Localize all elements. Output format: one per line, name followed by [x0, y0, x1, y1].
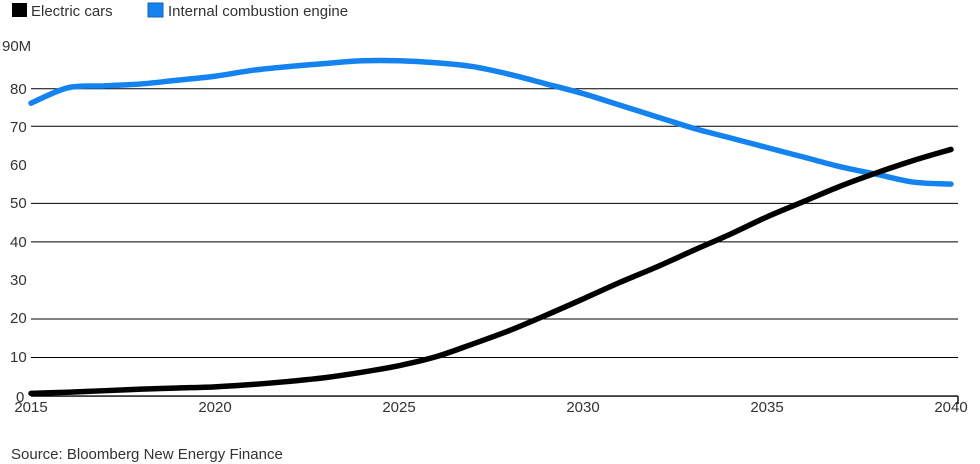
- svg-text:Internal combustion engine: Internal combustion engine: [168, 3, 348, 20]
- svg-text:30: 30: [10, 272, 27, 289]
- svg-text:80: 80: [10, 81, 27, 98]
- svg-text:2020: 2020: [198, 399, 231, 416]
- svg-text:20: 20: [10, 310, 27, 327]
- svg-text:2015: 2015: [14, 399, 47, 416]
- svg-text:2035: 2035: [750, 399, 783, 416]
- svg-text:2030: 2030: [566, 399, 599, 416]
- svg-text:60: 60: [10, 157, 27, 174]
- svg-text:2025: 2025: [382, 399, 415, 416]
- svg-text:90M: 90M: [2, 38, 31, 55]
- svg-text:10: 10: [10, 349, 27, 366]
- svg-text:Source: Bloomberg New Energy F: Source: Bloomberg New Energy Finance: [11, 446, 283, 463]
- svg-text:70: 70: [10, 119, 27, 136]
- svg-text:40: 40: [10, 234, 27, 251]
- svg-text:Electric cars: Electric cars: [31, 3, 113, 20]
- svg-text:2040: 2040: [934, 399, 967, 416]
- svg-text:50: 50: [10, 195, 27, 212]
